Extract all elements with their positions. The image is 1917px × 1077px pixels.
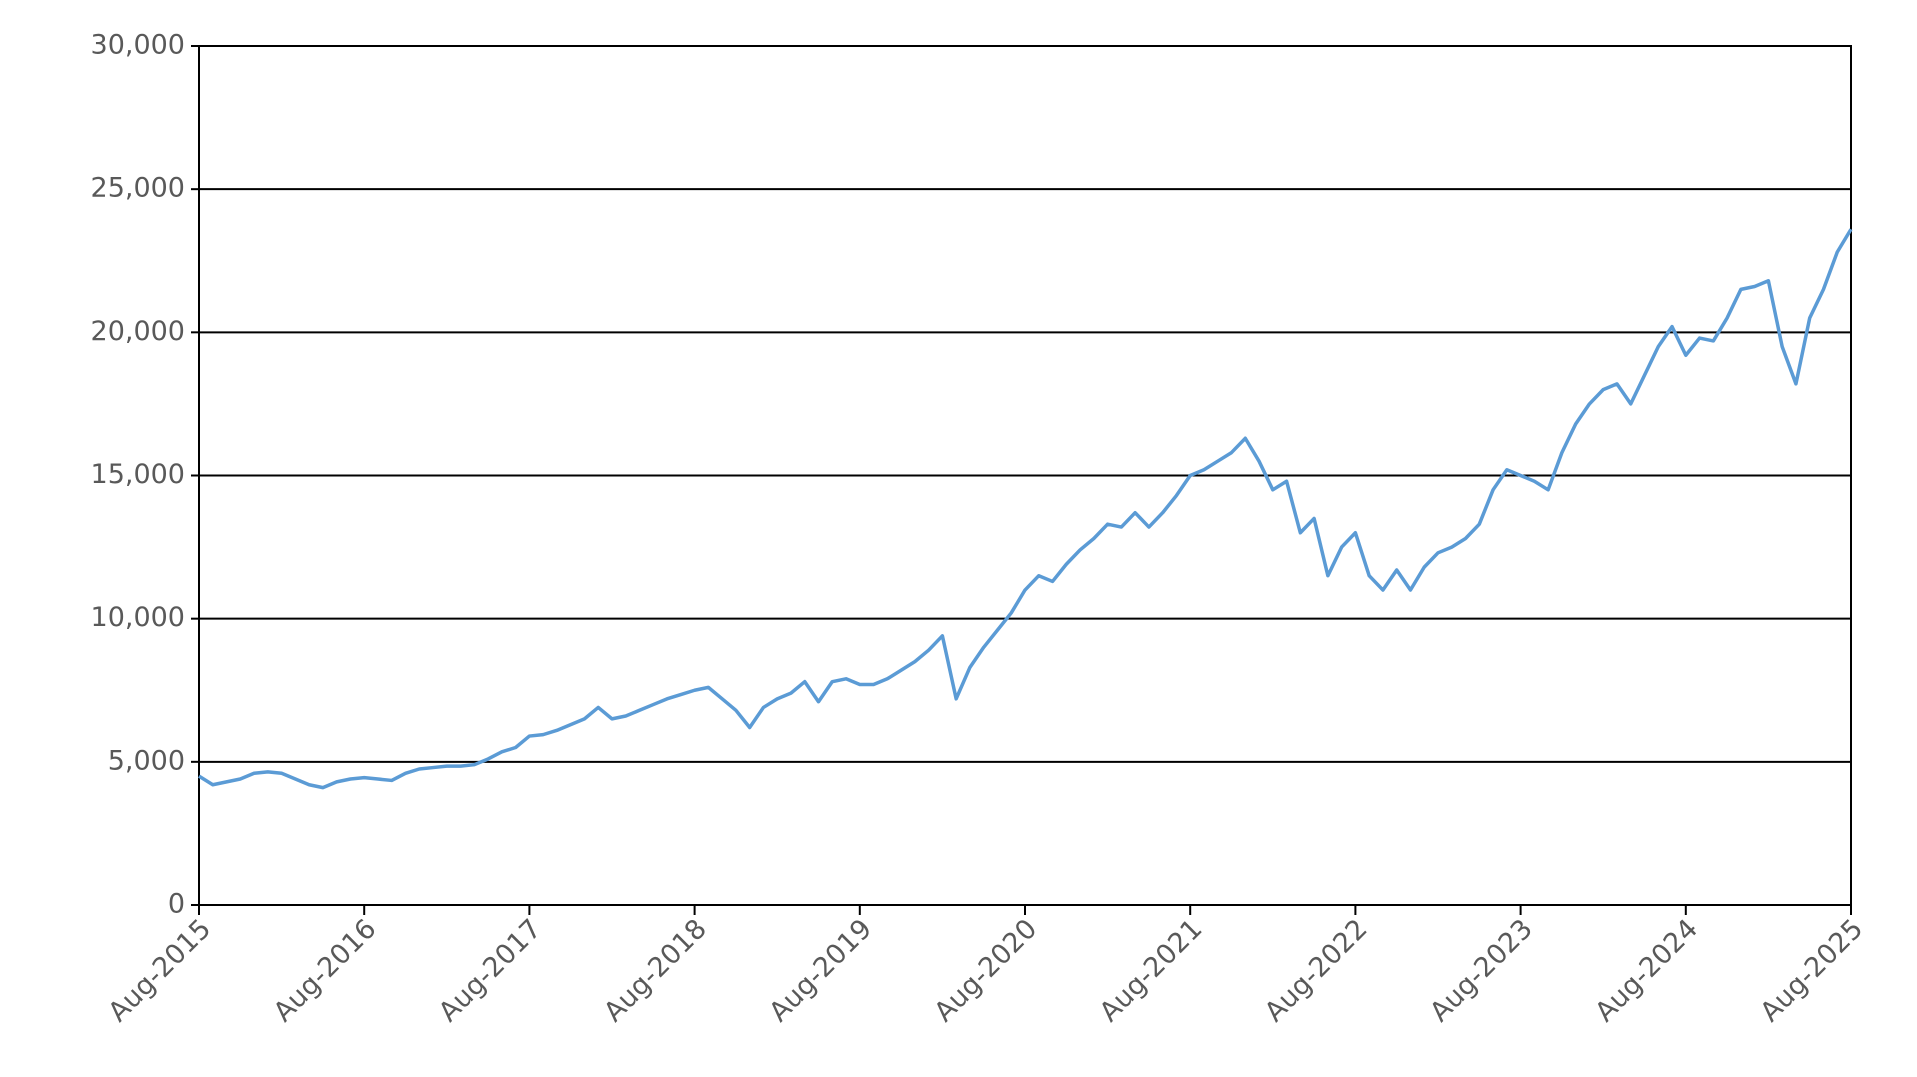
y-tick-label: 15,000: [91, 459, 185, 490]
y-tick-label: 30,000: [91, 30, 185, 61]
x-tick-label: Aug-2019: [763, 913, 878, 1028]
y-tick-label: 5,000: [108, 745, 185, 776]
x-tick-label: Aug-2025: [1755, 913, 1870, 1028]
y-tick-label: 0: [168, 889, 185, 920]
data-line: [198, 228, 1853, 790]
x-tick-label: Aug-2023: [1424, 913, 1539, 1028]
x-tick-label: Aug-2020: [929, 913, 1044, 1028]
x-tick-label: Aug-2024: [1589, 913, 1704, 1028]
x-tick-label: Aug-2022: [1259, 913, 1374, 1028]
x-tick-label: Aug-2015: [103, 913, 218, 1028]
x-tick-label: Aug-2017: [433, 913, 548, 1028]
x-tick-label: Aug-2016: [268, 913, 383, 1028]
y-tick-label: 25,000: [91, 173, 185, 204]
x-tick-label: Aug-2021: [1094, 913, 1209, 1028]
y-tick-label: 20,000: [91, 316, 185, 347]
x-tick-label: Aug-2018: [598, 913, 713, 1028]
y-tick-label: 10,000: [91, 602, 185, 633]
plot-border: [198, 45, 1852, 906]
